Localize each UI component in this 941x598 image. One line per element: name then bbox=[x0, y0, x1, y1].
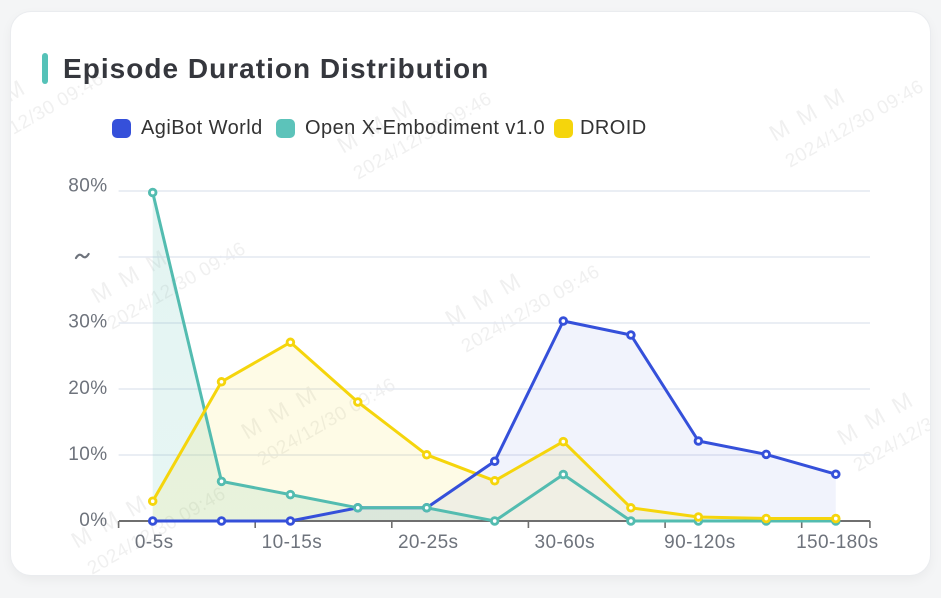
svg-text:10-15s: 10-15s bbox=[262, 532, 323, 553]
svg-text:90-120s: 90-120s bbox=[664, 532, 735, 553]
svg-text:20-25s: 20-25s bbox=[398, 532, 459, 553]
svg-text:30%: 30% bbox=[68, 312, 107, 333]
svg-text:80%: 80% bbox=[68, 176, 107, 197]
svg-text:30-60s: 30-60s bbox=[535, 532, 596, 553]
svg-text:10%: 10% bbox=[68, 444, 107, 465]
svg-text:0-5s: 0-5s bbox=[135, 532, 174, 553]
svg-text:0%: 0% bbox=[79, 510, 107, 531]
svg-text:150-180s: 150-180s bbox=[796, 532, 878, 553]
svg-text:20%: 20% bbox=[68, 378, 107, 399]
